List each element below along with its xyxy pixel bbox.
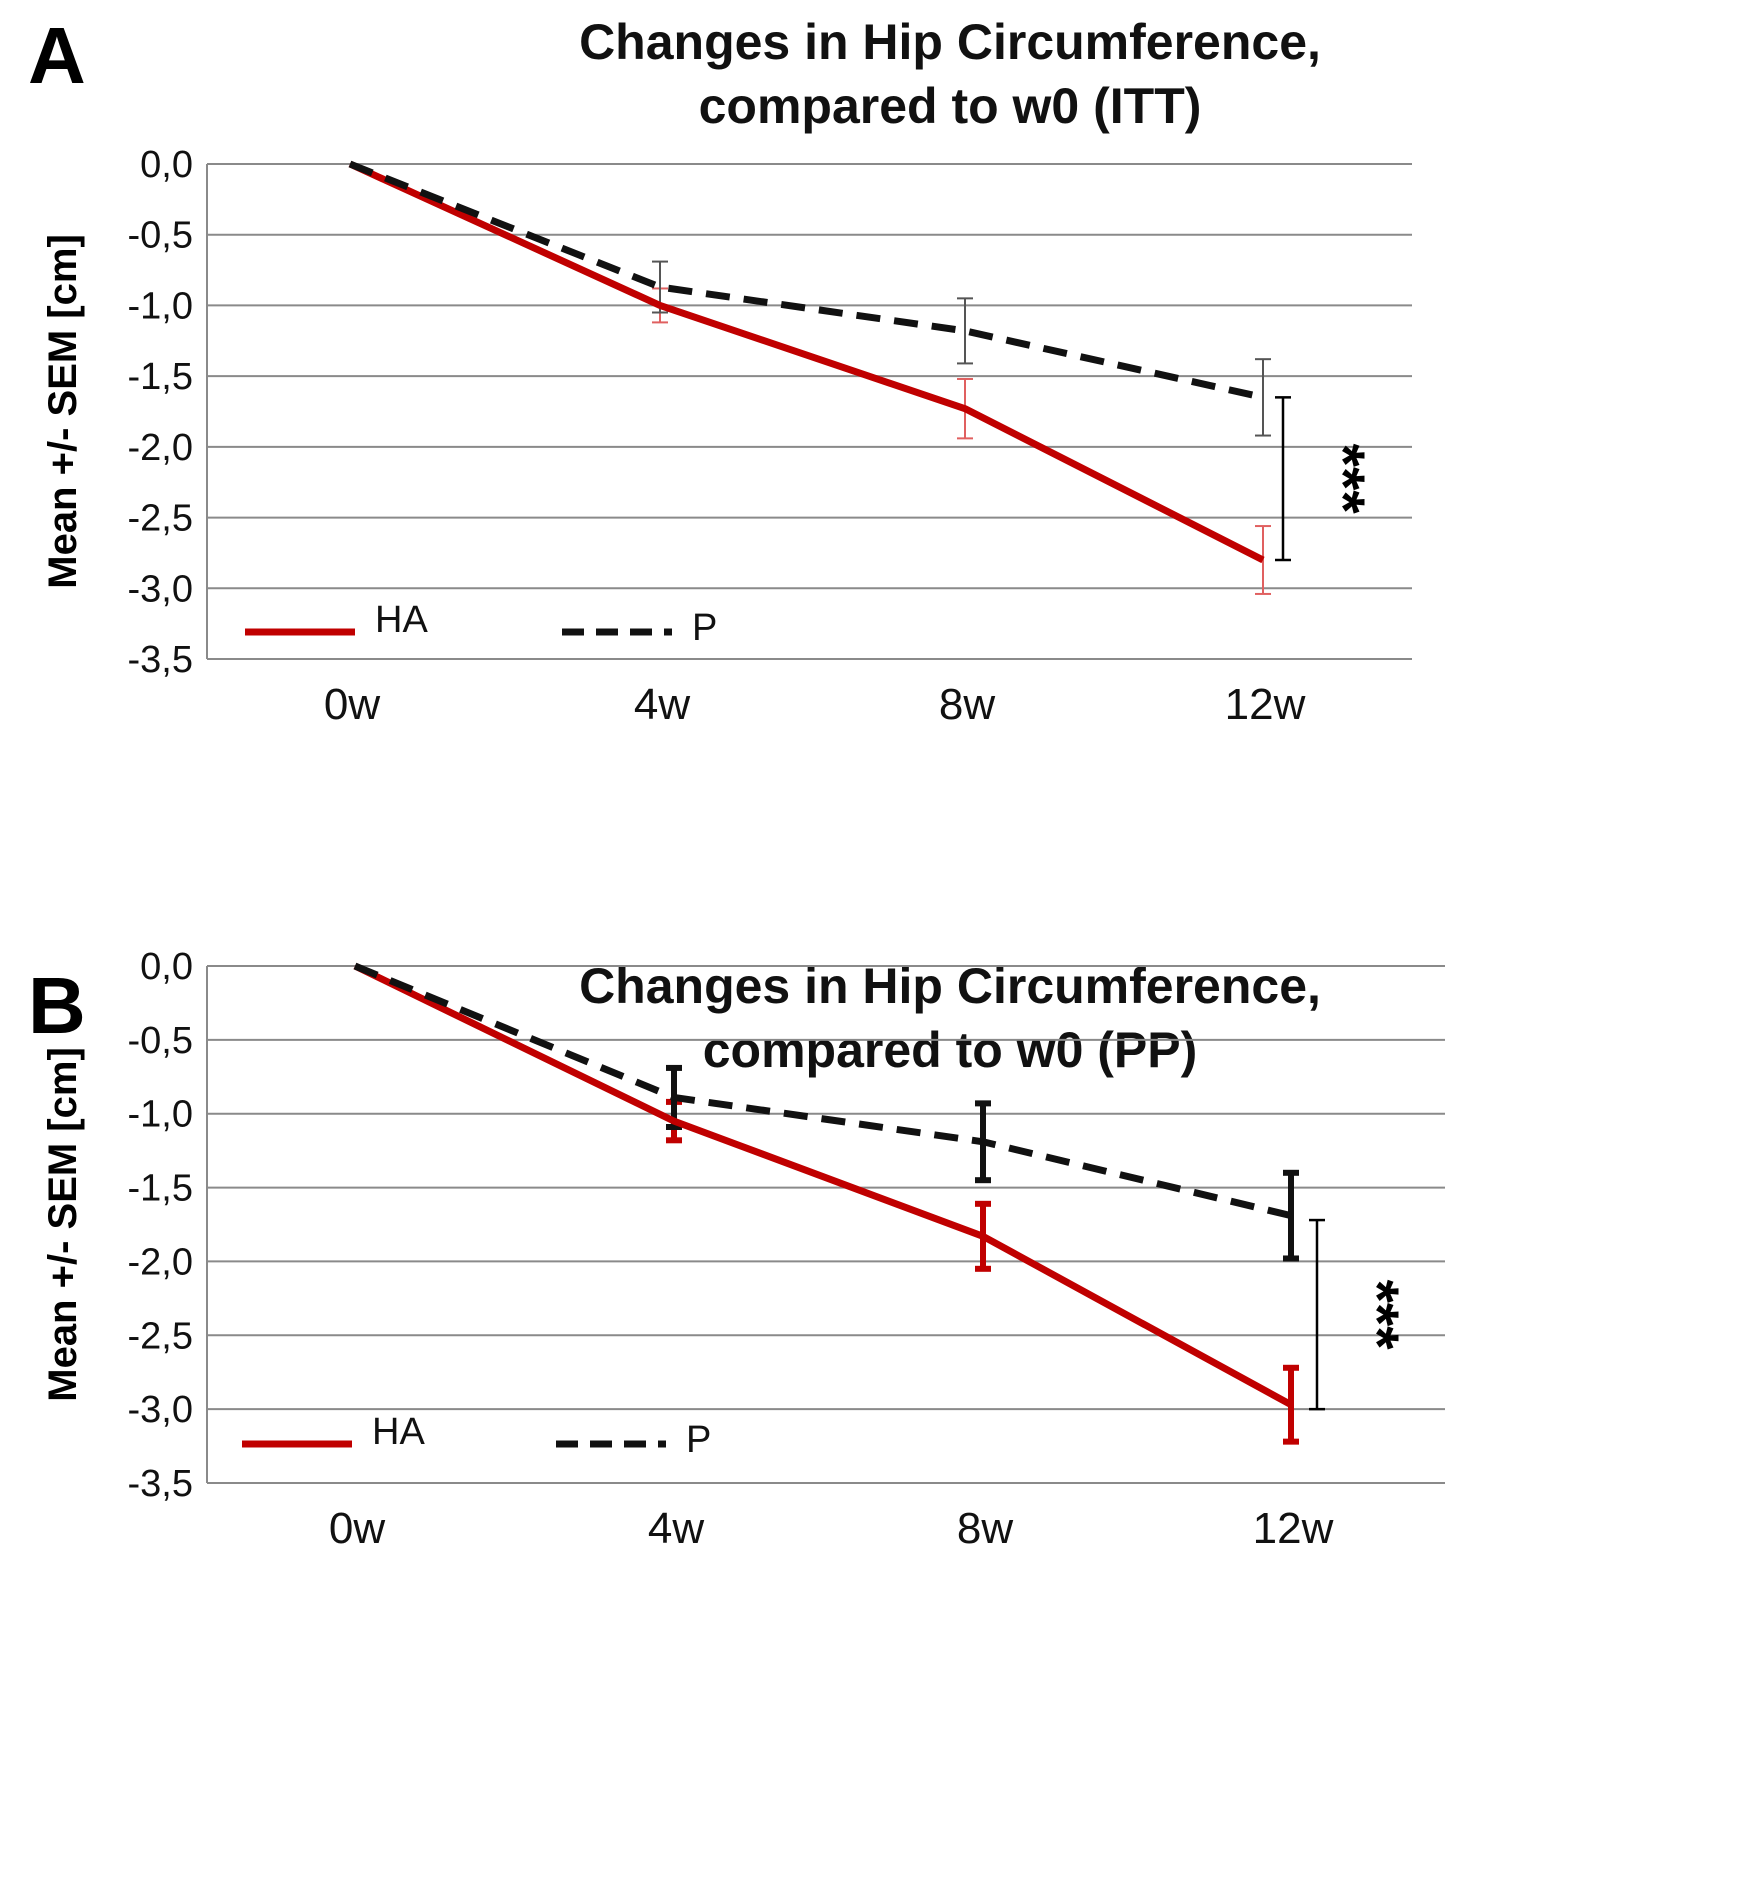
y-tick-label: -2,0	[128, 1241, 193, 1283]
legend-label: P	[686, 1419, 711, 1461]
series-line-P	[353, 962, 1292, 1220]
x-tick-label: 8w	[939, 680, 995, 729]
y-tick-label: -1,0	[128, 285, 193, 327]
y-tick-label: 0,0	[140, 946, 193, 988]
series-line-HA	[353, 962, 1293, 1408]
x-tick-label: 8w	[957, 1504, 1013, 1553]
chart-title: Changes in Hip Circumference, compared t…	[400, 954, 1500, 1082]
y-tick-label: -3,5	[128, 639, 193, 681]
y-tick-label: -3,0	[128, 568, 193, 610]
y-tick-label: -3,5	[128, 1463, 193, 1505]
x-tick-label: 12w	[1253, 1504, 1334, 1553]
chart-title: Changes in Hip Circumference, compared t…	[400, 10, 1500, 138]
y-tick-label: -3,0	[128, 1389, 193, 1431]
y-tick-label: -1,5	[128, 1168, 193, 1210]
x-tick-label: 4w	[634, 680, 690, 729]
x-tick-label: 0w	[329, 1504, 385, 1553]
y-tick-label: -2,0	[128, 427, 193, 469]
significance-label: ***	[1344, 1280, 1411, 1351]
y-axis-label: Mean +/- SEM [cm]	[41, 234, 85, 589]
panel-b: B Changes in Hip Circumference, compared…	[0, 946, 1763, 1895]
chart-a: 0,0 -0,5 -1,0 -1,5 -2,0 -2,5 -3,0 -3,5 0w 4w 8w 12w…	[41, 144, 1412, 729]
panel-a: A Changes in Hip Circumference, compared…	[0, 0, 1763, 940]
chart-b: 0,0 -0,5 -1,0 -1,5 -2,0 -2,5 -3,0 -3,5 0w 4w 8w 12w…	[41, 946, 1445, 1553]
y-tick-label: -2,5	[128, 498, 193, 540]
y-tick-label: -1,5	[128, 356, 193, 398]
chart-title-line1: Changes in Hip Circumference,	[579, 958, 1321, 1014]
y-tick-label: -2,5	[128, 1315, 193, 1357]
x-tick-label: 0w	[324, 680, 380, 729]
x-tick-label: 4w	[648, 1504, 704, 1553]
panel-letter: A	[28, 11, 86, 100]
chart-title-line1: Changes in Hip Circumference,	[579, 14, 1321, 70]
y-tick-label: -0,5	[128, 1020, 193, 1062]
chart-title-line2: compared to w0 (PP)	[702, 1022, 1198, 1078]
series-line-HA	[348, 160, 1265, 564]
y-axis-label: Mean +/- SEM [cm]	[41, 1047, 85, 1402]
legend-label: HA	[375, 599, 428, 641]
legend-label: P	[692, 607, 717, 649]
y-tick-label: -0,5	[128, 215, 193, 257]
significance-label: ***	[1310, 444, 1377, 515]
series-line-P	[348, 160, 1264, 401]
y-tick-label: -1,0	[128, 1094, 193, 1136]
panel-letter: B	[28, 961, 86, 1050]
legend-label: HA	[372, 1411, 425, 1453]
y-tick-label: 0,0	[140, 144, 193, 186]
x-tick-label: 12w	[1225, 680, 1306, 729]
chart-title-line2: compared to w0 (ITT)	[698, 78, 1202, 134]
